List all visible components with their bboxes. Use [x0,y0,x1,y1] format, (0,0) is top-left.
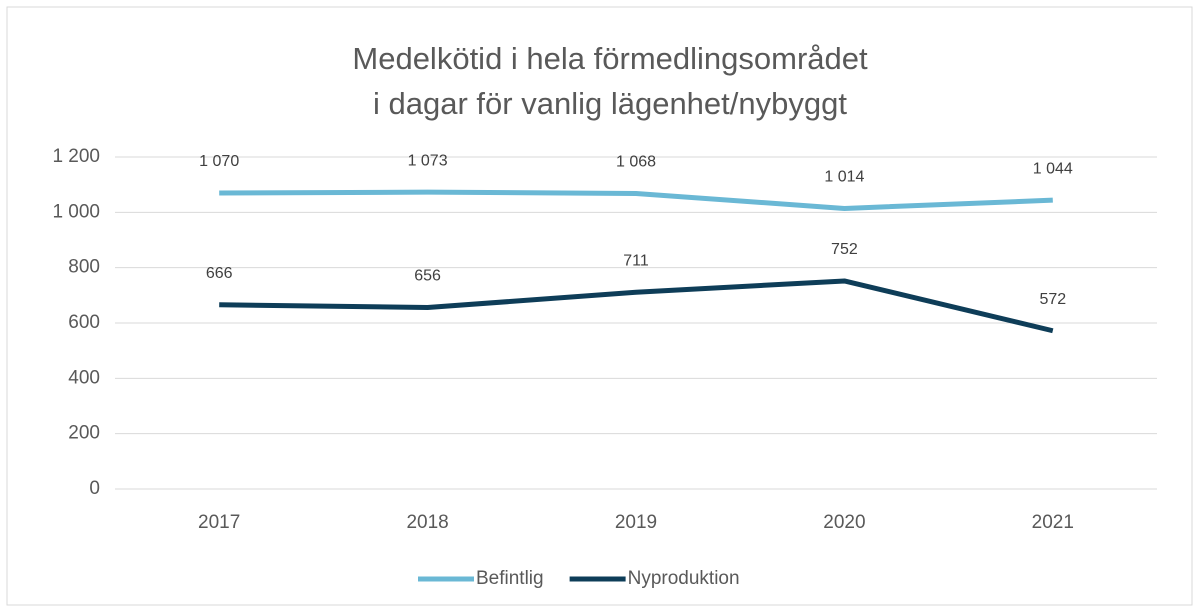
chart-frame [6,6,1193,606]
y-tick-label: 0 [89,478,100,499]
y-tick-label: 1 000 [52,201,100,222]
data-label: 1 070 [199,153,239,170]
data-label: 1 068 [616,154,656,171]
y-tick-label: 600 [68,312,100,333]
series-line [219,278,1054,334]
data-label: 1 073 [408,152,448,169]
data-label: 711 [623,253,649,270]
x-tick-label: 2017 [198,512,240,533]
data-label: 752 [831,241,858,258]
chart-title: i dagar för vanlig lägenhet/nybyggt [373,86,847,121]
x-tick-label: 2021 [1032,512,1074,533]
data-label: 1 014 [824,169,864,186]
y-tick-label: 200 [68,423,100,444]
y-tick-label: 1 200 [52,146,100,167]
y-tick-label: 400 [68,367,100,388]
data-label: 1 044 [1033,160,1073,177]
legend-label: Befintlig [476,568,544,589]
data-label: 656 [414,268,441,285]
y-tick-label: 800 [68,257,100,278]
x-tick-label: 2018 [406,512,448,533]
chart-title: Medelkötid i hela förmedlingsområdet [352,41,868,76]
x-tick-label: 2019 [615,512,657,533]
data-label: 666 [206,265,233,282]
series-line [219,189,1053,211]
x-tick-label: 2020 [823,512,865,533]
legend-label: Nyproduktion [628,568,740,589]
data-label: 572 [1039,291,1066,308]
